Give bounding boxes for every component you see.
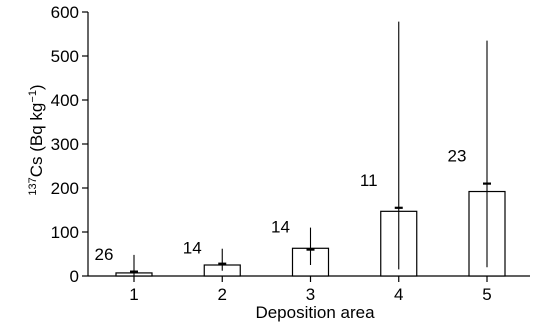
x-axis-label: Deposition area <box>255 303 375 322</box>
y-tick-label: 600 <box>51 3 79 22</box>
x-tick-label: 4 <box>394 285 403 304</box>
sample-count-label: 14 <box>183 239 202 258</box>
y-tick-label: 400 <box>51 91 79 110</box>
x-tick-label: 1 <box>129 285 138 304</box>
labels: 26 14 14 11 23 <box>95 147 467 264</box>
y-axis-label-main: Cs (Bq kg <box>27 103 46 178</box>
x-tick-label: 5 <box>482 285 491 304</box>
y-axis-label-suffix: ) <box>27 84 46 90</box>
y-tick-label: 200 <box>51 179 79 198</box>
y-axis-label-prefix-sup: 137 <box>27 177 39 195</box>
x-tick-label: 2 <box>218 285 227 304</box>
y-axis-label-unit-sup: −1 <box>27 90 39 103</box>
sample-count-label: 14 <box>271 218 290 237</box>
sample-count-label: 23 <box>448 147 467 166</box>
x-tick-label: 3 <box>306 285 315 304</box>
y-tick-label: 100 <box>51 223 79 242</box>
y-tick-label: 500 <box>51 47 79 66</box>
bars <box>115 21 506 277</box>
y-tick-label: 0 <box>70 267 79 286</box>
y-tick-label: 300 <box>51 135 79 154</box>
sample-count-label: 26 <box>95 245 114 264</box>
y-axis-label: 137Cs (Bq kg−1) <box>27 84 46 195</box>
sample-count-label: 11 <box>360 171 378 190</box>
